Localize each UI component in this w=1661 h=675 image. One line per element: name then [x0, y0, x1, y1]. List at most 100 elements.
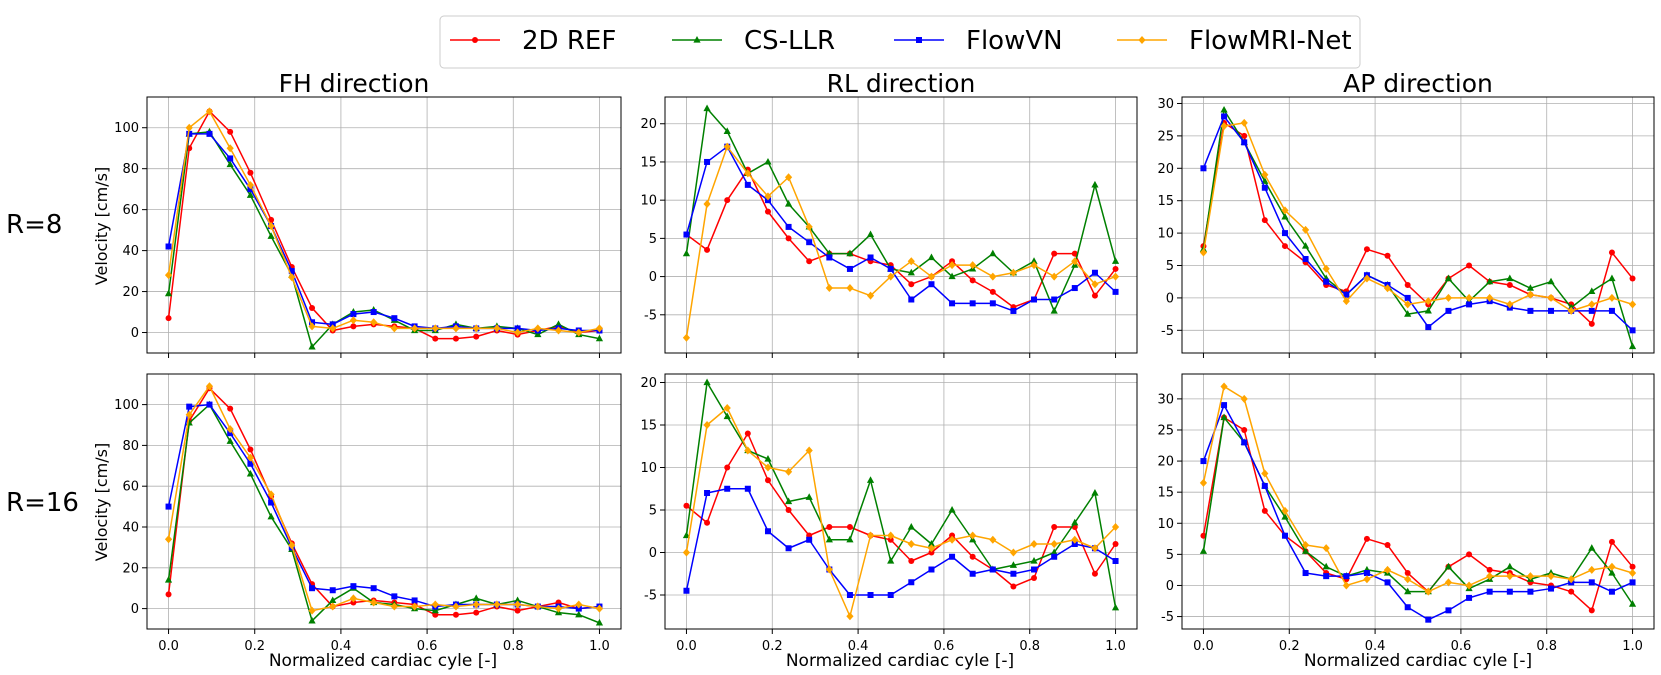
data-point [866, 531, 875, 540]
y-tick-label: 5 [1166, 548, 1174, 563]
legend-entry: 2D REF [450, 26, 616, 56]
y-tick-label: 10 [640, 194, 657, 209]
data-point [989, 566, 996, 573]
chart-panel: 0.0 0.2 0.4 0.6 0.8 1.0 -5 0 5 10 15 20 25 30 [1157, 373, 1655, 654]
data-point [1547, 293, 1555, 302]
data-point [1608, 274, 1616, 282]
data-point [1383, 565, 1392, 574]
data-point [1200, 165, 1207, 172]
data-point [391, 315, 398, 322]
data-point [724, 464, 731, 471]
data-point [1425, 616, 1432, 623]
data-point [927, 272, 936, 281]
data-point [165, 591, 172, 598]
data-point [350, 311, 357, 318]
y-tick-label: 0 [1166, 579, 1174, 594]
data-point [744, 446, 752, 455]
data-point [431, 324, 439, 333]
y-tick-label: 0 [649, 546, 657, 561]
data-point [1444, 293, 1453, 302]
data-point [1220, 122, 1228, 131]
data-point [949, 532, 956, 539]
data-point [410, 602, 419, 611]
data-point [1301, 547, 1310, 554]
y-tick-label: 60 [122, 203, 139, 218]
data-point [1486, 277, 1494, 285]
data-point [1030, 540, 1038, 548]
data-point [927, 253, 936, 261]
data-point [989, 288, 996, 295]
x-tick-label: 0.4 [1365, 639, 1386, 654]
data-point [164, 271, 173, 280]
data-point [1588, 607, 1595, 614]
data-point [989, 300, 996, 307]
x-tick-label: 0.0 [1193, 639, 1214, 654]
data-point [410, 324, 419, 333]
data-point [969, 300, 976, 307]
data-point [1465, 293, 1473, 302]
data-point [350, 323, 357, 330]
data-point [554, 320, 563, 327]
data-point [908, 296, 915, 303]
series-flowvn [683, 143, 1119, 314]
data-point [1301, 225, 1310, 234]
data-point [825, 535, 833, 543]
data-point [1281, 532, 1288, 539]
data-point [1608, 293, 1616, 302]
data-point [1050, 548, 1058, 556]
data-point [1302, 256, 1309, 263]
data-point [908, 579, 915, 586]
series-flowmri-net [164, 382, 604, 615]
data-point [1221, 113, 1228, 120]
y-tick-label: 20 [122, 285, 139, 300]
data-point [1608, 307, 1615, 314]
series-line [685, 432, 1117, 588]
data-point [1200, 458, 1207, 465]
data-point [928, 549, 935, 556]
data-point [1051, 524, 1058, 530]
data-point [1071, 541, 1078, 547]
y-tick-label: 60 [122, 480, 139, 495]
data-point [370, 585, 377, 592]
data-point [805, 446, 813, 455]
data-point [246, 453, 255, 462]
data-point [704, 490, 711, 496]
data-point [268, 216, 275, 223]
y-tick-label: 20 [640, 376, 657, 391]
data-point [308, 322, 316, 331]
data-point [866, 230, 875, 238]
data-point [1051, 296, 1058, 303]
data-point [723, 404, 731, 412]
data-point [1240, 394, 1248, 403]
data-point [1588, 320, 1595, 327]
data-point [806, 536, 813, 543]
data-point [165, 315, 172, 322]
data-point [1261, 507, 1268, 514]
data-point [534, 330, 542, 338]
data-point [349, 316, 358, 325]
data-point [595, 334, 604, 342]
series-line [1202, 122, 1634, 325]
legend-marker [916, 37, 922, 43]
series-line [685, 407, 1117, 617]
legend-box [439, 15, 1361, 69]
data-point [186, 403, 193, 410]
data-point [907, 523, 915, 530]
data-point [764, 455, 772, 462]
x-tick-label: 0.0 [158, 639, 179, 654]
series-line [1202, 122, 1633, 312]
data-point [948, 272, 956, 280]
data-point [1466, 551, 1473, 558]
data-point [826, 524, 833, 530]
x-axis-label-rl: Normalized cardiac cyle [-] [786, 651, 1014, 671]
plot-frame [146, 96, 622, 354]
data-point [1031, 575, 1038, 581]
data-point [1051, 553, 1058, 560]
series-line [167, 385, 600, 612]
y-tick-label: 5 [1166, 259, 1174, 274]
data-point [682, 333, 691, 342]
x-tick-label: 0.2 [244, 639, 265, 654]
data-point [1486, 293, 1494, 302]
data-point [887, 265, 894, 272]
data-point [1091, 292, 1098, 299]
